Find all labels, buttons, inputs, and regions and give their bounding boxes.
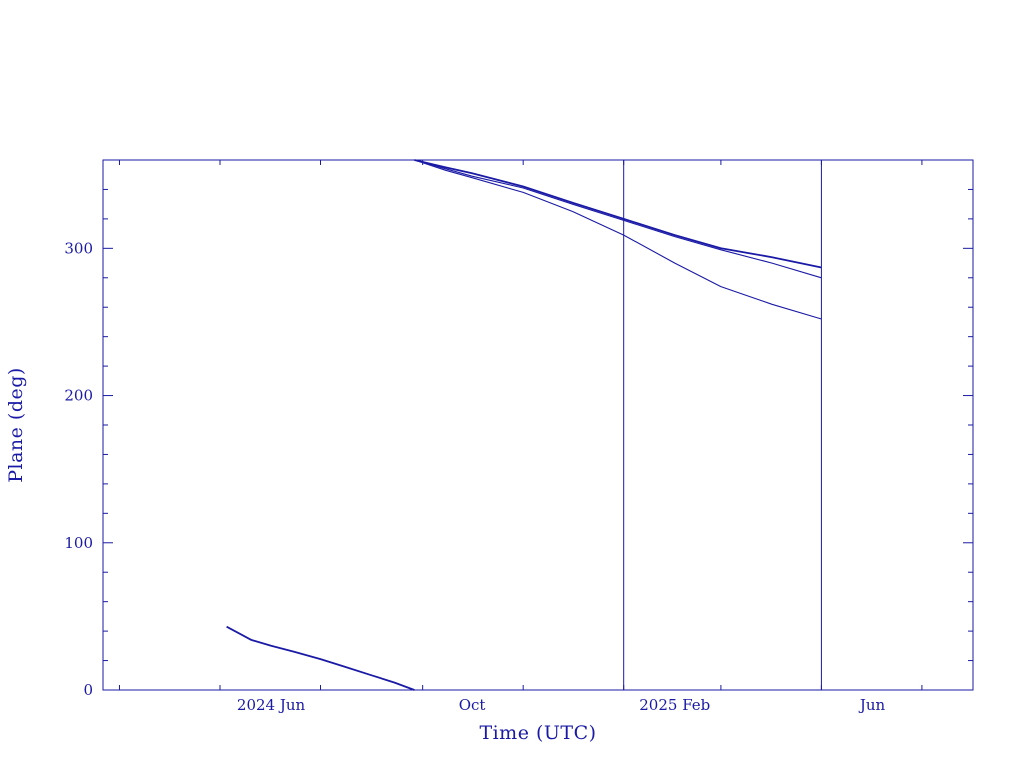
axis-ticks	[103, 159, 973, 691]
series-group	[226, 159, 822, 691]
y-tick-label: 0	[83, 681, 93, 699]
x-tick-label: 2025 Feb	[639, 696, 710, 714]
tick-labels: 0 100 200 300 2024 Jun Oct 2025 Feb Jun	[64, 239, 885, 714]
series-line-3	[414, 159, 822, 279]
plot-frame	[102, 159, 974, 691]
y-tick-label: 200	[64, 387, 93, 405]
x-tick-label: 2024 Jun	[237, 696, 306, 714]
x-axis-title: Time (UTC)	[479, 722, 596, 744]
vertical-markers	[623, 160, 822, 690]
series-line-4	[414, 159, 822, 320]
series-line-2	[414, 159, 822, 269]
series-line-1	[226, 625, 415, 691]
x-tick-label: Jun	[858, 696, 886, 714]
y-tick-label: 300	[64, 239, 93, 257]
y-axis-title: Plane (deg)	[5, 367, 27, 483]
y-tick-label: 100	[64, 534, 93, 552]
x-tick-label: Oct	[459, 696, 486, 714]
